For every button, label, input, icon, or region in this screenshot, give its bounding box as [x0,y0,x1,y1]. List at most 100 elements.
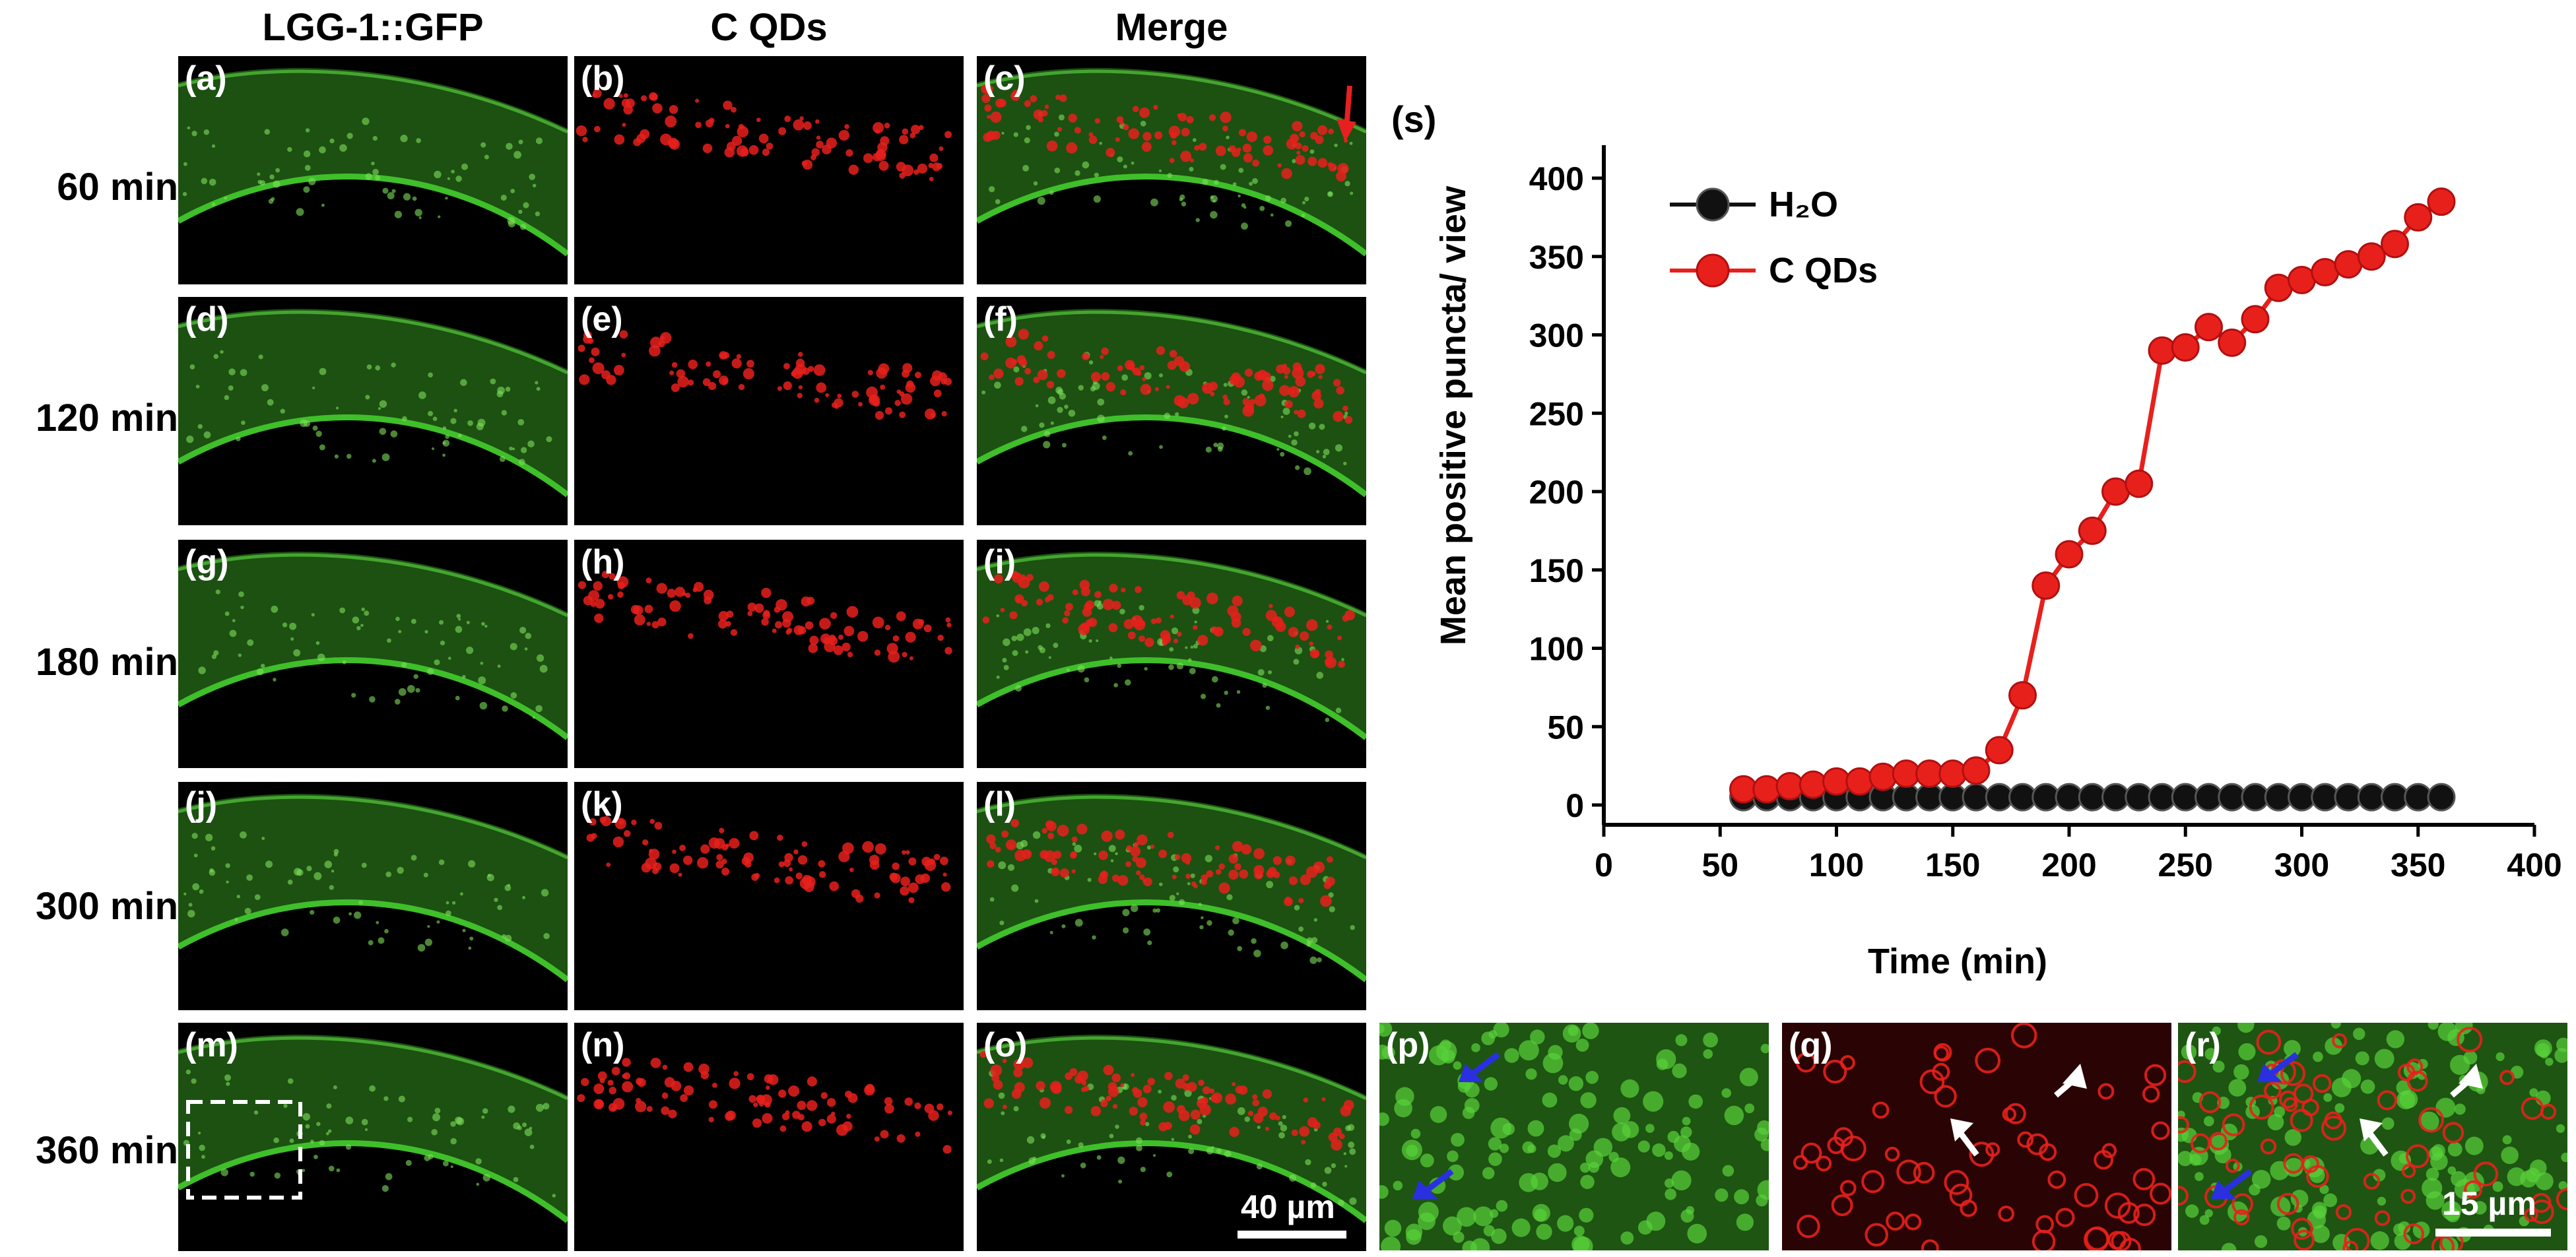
panel-label: (p) [1386,1026,1430,1064]
y-tick-label: 0 [1566,787,1584,824]
legend-cqd-label: C QDs [1769,251,1878,290]
data-point [2241,305,2270,334]
data-point [2195,313,2223,342]
panel-label: (m) [185,1026,238,1064]
panel-label: (o) [983,1026,1028,1064]
white-arrows-icon [1950,1064,2087,1157]
panel-i-merge: (i) [977,540,1366,768]
red-arrow-icon [1337,85,1356,142]
panel-h-qd: (h) [574,540,964,768]
merge-micrograph [977,552,1366,740]
panel-label: (i) [983,543,1016,581]
merge-micrograph [977,1035,1366,1223]
panel-o-merge: (o) 40 µm [977,1023,1366,1251]
qd-micrograph [576,88,952,181]
arrows-icon [2211,1052,2483,1199]
panel-a-gfp: (a) [178,56,568,284]
blue-arrows-icon [1412,1052,1500,1199]
panel-q-zoom-qd: (q) [1782,1023,2171,1250]
panel-r-zoom-merge: (r) 15 µm [2178,1023,2567,1250]
data-point [2008,681,2037,710]
panel-label: (g) [185,543,229,581]
scale-bar-label: 40 µm [1241,1188,1335,1225]
data-point [2404,203,2433,232]
row-label-60: 60 min [57,166,178,209]
data-point [1845,767,1874,796]
x-tick-label: 200 [2041,847,2096,884]
panel-label: (j) [185,785,218,823]
panel-n-qd: (n) [574,1023,964,1251]
panel-d-gfp: (d) [178,297,568,525]
panel-m-gfp: (m) [178,1023,568,1251]
panel-label: (h) [581,543,625,581]
data-point [1868,762,1898,791]
panel-g-gfp: (g) [178,540,568,768]
merge-micrograph [977,309,1366,498]
legend-h2o-label: H₂O [1769,185,1838,224]
qd-micrograph [586,816,951,903]
qd-zoom-micrograph [1782,1023,2171,1250]
gfp-micrograph [178,1035,568,1223]
panel-j-gfp: (j) [178,782,568,1010]
gfp-micrograph [178,309,568,498]
column-header-cqds: C QDs [710,6,828,49]
x-tick-label: 150 [1925,847,1980,884]
data-point [2125,469,2154,498]
x-tick-label: 0 [1595,847,1613,884]
x-tick-label: 300 [2274,847,2329,884]
column-header-gfp: LGG-1::GFP [262,6,484,49]
data-point [2078,516,2107,545]
data-point [2427,783,2456,812]
data-point [1752,775,1781,804]
legend-h2o-marker [1696,187,1730,222]
row-label-300: 300 min [36,885,178,928]
data-point [2218,328,2247,357]
panel-label: (n) [581,1026,625,1064]
panel-label: (e) [581,300,623,338]
y-tick-label: 350 [1529,239,1584,276]
row-label-180: 180 min [36,641,178,684]
qd-micrograph [578,330,952,420]
legend-cqd-marker [1696,253,1730,288]
panel-label: (q) [1789,1026,1833,1064]
data-point [1985,736,2014,765]
x-tick-label: 400 [2507,847,2561,884]
y-tick-label: 100 [1529,631,1584,668]
zoom-region-box [186,1100,302,1200]
gfp-micrograph [178,552,568,740]
chart-panel-label: (s) [1391,98,1436,140]
merge-micrograph [977,794,1366,983]
scale-bar [1238,1231,1346,1239]
chart-legend: H₂O C QDs [1670,185,1878,290]
panel-k-qd: (k) [574,782,964,1010]
qd-micrograph [578,571,952,663]
x-tick-label: 350 [2391,847,2445,884]
gfp-micrograph [178,794,568,983]
y-tick-label: 400 [1529,160,1584,197]
panel-c-merge: (c) [977,56,1366,284]
qd-micrograph [577,1057,952,1154]
panel-label: (c) [983,59,1026,98]
panel-label: (d) [185,300,229,338]
data-point [2381,230,2409,259]
data-point [2148,336,2177,365]
x-axis-title: Time (min) [1868,942,2047,981]
merge-micrograph [977,68,1366,257]
zoom-scale-bar-label: 15 µm [2442,1185,2536,1222]
y-tick-label: 150 [1529,552,1584,589]
data-point [1938,759,1967,788]
panel-b-qd: (b) [574,56,964,284]
panel-l-merge: (l) [977,782,1366,1010]
x-tick-label: 100 [1809,847,1864,884]
panel-label: (r) [2185,1026,2221,1064]
panel-label: (k) [581,785,623,823]
data-point [2031,571,2061,600]
column-header-merge: Merge [1115,6,1228,49]
panel-label: (a) [185,59,227,98]
gfp-zoom-micrograph [1379,1023,1769,1250]
panel-e-qd: (e) [574,297,964,525]
x-tick-label: 50 [1701,847,1738,884]
y-tick-label: 200 [1529,474,1584,511]
puncta-time-chart: (s) Mean positive puncta/ view Time (min… [1391,98,2562,981]
data-point [2427,187,2456,216]
